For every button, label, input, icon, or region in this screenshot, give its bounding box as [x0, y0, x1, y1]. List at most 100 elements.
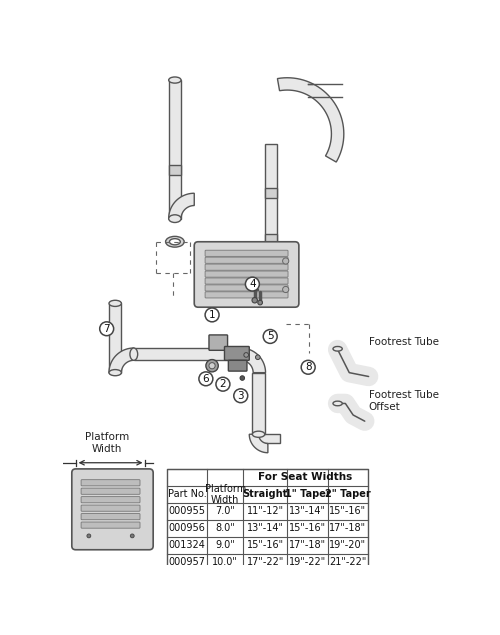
FancyBboxPatch shape [205, 264, 288, 271]
Circle shape [282, 286, 289, 293]
FancyBboxPatch shape [81, 497, 140, 503]
Circle shape [130, 534, 134, 538]
Text: 7: 7 [104, 324, 110, 334]
Text: 19"-22": 19"-22" [289, 557, 326, 567]
Text: 11"-12": 11"-12" [246, 506, 284, 516]
Polygon shape [109, 348, 134, 373]
Polygon shape [252, 373, 265, 434]
Ellipse shape [168, 215, 181, 222]
FancyBboxPatch shape [205, 278, 288, 284]
Circle shape [240, 376, 244, 380]
Text: 13"-14": 13"-14" [289, 506, 326, 516]
Text: 001324: 001324 [169, 540, 205, 550]
Text: 13"-14": 13"-14" [246, 523, 284, 533]
Polygon shape [265, 144, 277, 272]
Circle shape [209, 363, 215, 369]
Text: 15"-16": 15"-16" [329, 506, 366, 516]
FancyBboxPatch shape [205, 257, 288, 264]
Text: Footrest Tube: Footrest Tube [368, 337, 438, 347]
Text: 9.0": 9.0" [216, 540, 235, 550]
Text: 19"-20": 19"-20" [329, 540, 366, 550]
Text: 000957: 000957 [169, 557, 206, 567]
Polygon shape [264, 245, 294, 289]
Polygon shape [134, 348, 241, 360]
Text: 15"-16": 15"-16" [246, 540, 284, 550]
Text: Footrest Tube
Offset: Footrest Tube Offset [368, 391, 438, 412]
Text: Straight: Straight [242, 490, 288, 499]
Text: 2" Taper: 2" Taper [325, 490, 370, 499]
FancyBboxPatch shape [81, 522, 140, 528]
Polygon shape [168, 80, 181, 218]
Text: 7.0": 7.0" [216, 506, 235, 516]
FancyBboxPatch shape [205, 250, 288, 257]
Text: 21"-22": 21"-22" [329, 557, 366, 567]
Circle shape [263, 330, 277, 344]
FancyBboxPatch shape [81, 479, 140, 486]
FancyBboxPatch shape [209, 335, 228, 351]
Ellipse shape [170, 239, 180, 245]
Ellipse shape [130, 348, 138, 360]
Text: 10.0": 10.0" [212, 557, 238, 567]
Polygon shape [241, 348, 266, 373]
Ellipse shape [333, 401, 342, 406]
Text: Platform
Width: Platform Width [84, 432, 129, 453]
Polygon shape [242, 281, 266, 293]
Ellipse shape [252, 431, 265, 438]
Circle shape [301, 360, 315, 374]
Polygon shape [250, 434, 268, 453]
Circle shape [205, 308, 219, 322]
Circle shape [246, 277, 260, 291]
Circle shape [258, 300, 262, 305]
Ellipse shape [333, 347, 342, 351]
FancyBboxPatch shape [81, 505, 140, 511]
Ellipse shape [168, 77, 181, 83]
Ellipse shape [242, 283, 254, 291]
Text: 8: 8 [305, 362, 312, 372]
Text: 17"-22": 17"-22" [246, 557, 284, 567]
Circle shape [87, 534, 91, 538]
Text: 1: 1 [209, 310, 216, 320]
Ellipse shape [238, 281, 246, 293]
Text: 6: 6 [202, 374, 209, 384]
Circle shape [199, 372, 213, 385]
Text: 4: 4 [249, 279, 256, 289]
FancyBboxPatch shape [224, 347, 250, 360]
Text: 8.0": 8.0" [216, 523, 235, 533]
FancyBboxPatch shape [205, 271, 288, 277]
Ellipse shape [109, 370, 122, 376]
Text: 3: 3 [238, 391, 244, 401]
Bar [167, 469, 368, 570]
Polygon shape [168, 193, 194, 218]
Polygon shape [278, 77, 344, 162]
Text: 17"-18": 17"-18" [329, 523, 366, 533]
Text: 1" Taper: 1" Taper [284, 490, 331, 499]
FancyBboxPatch shape [205, 285, 288, 291]
Circle shape [252, 298, 258, 303]
Circle shape [256, 355, 260, 359]
Ellipse shape [246, 285, 252, 290]
Ellipse shape [166, 236, 184, 247]
Circle shape [100, 322, 114, 336]
Circle shape [206, 359, 218, 372]
FancyBboxPatch shape [205, 292, 288, 298]
FancyBboxPatch shape [72, 469, 153, 550]
Text: For Seat Widths: For Seat Widths [258, 472, 352, 483]
Text: 17"-18": 17"-18" [289, 540, 326, 550]
FancyBboxPatch shape [228, 360, 247, 371]
Text: 2: 2 [220, 379, 226, 389]
Polygon shape [109, 304, 122, 373]
Ellipse shape [109, 300, 122, 307]
Text: 000956: 000956 [169, 523, 205, 533]
Circle shape [282, 258, 289, 264]
Polygon shape [254, 434, 280, 443]
Circle shape [216, 377, 230, 391]
Text: 15"-16": 15"-16" [289, 523, 326, 533]
FancyBboxPatch shape [81, 514, 140, 519]
Text: 5: 5 [267, 331, 274, 342]
Text: Part No.: Part No. [168, 490, 206, 499]
FancyBboxPatch shape [194, 242, 299, 307]
Polygon shape [168, 164, 181, 175]
Text: 000955: 000955 [169, 506, 206, 516]
Circle shape [244, 352, 248, 358]
Text: Platform
Width: Platform Width [204, 483, 246, 505]
